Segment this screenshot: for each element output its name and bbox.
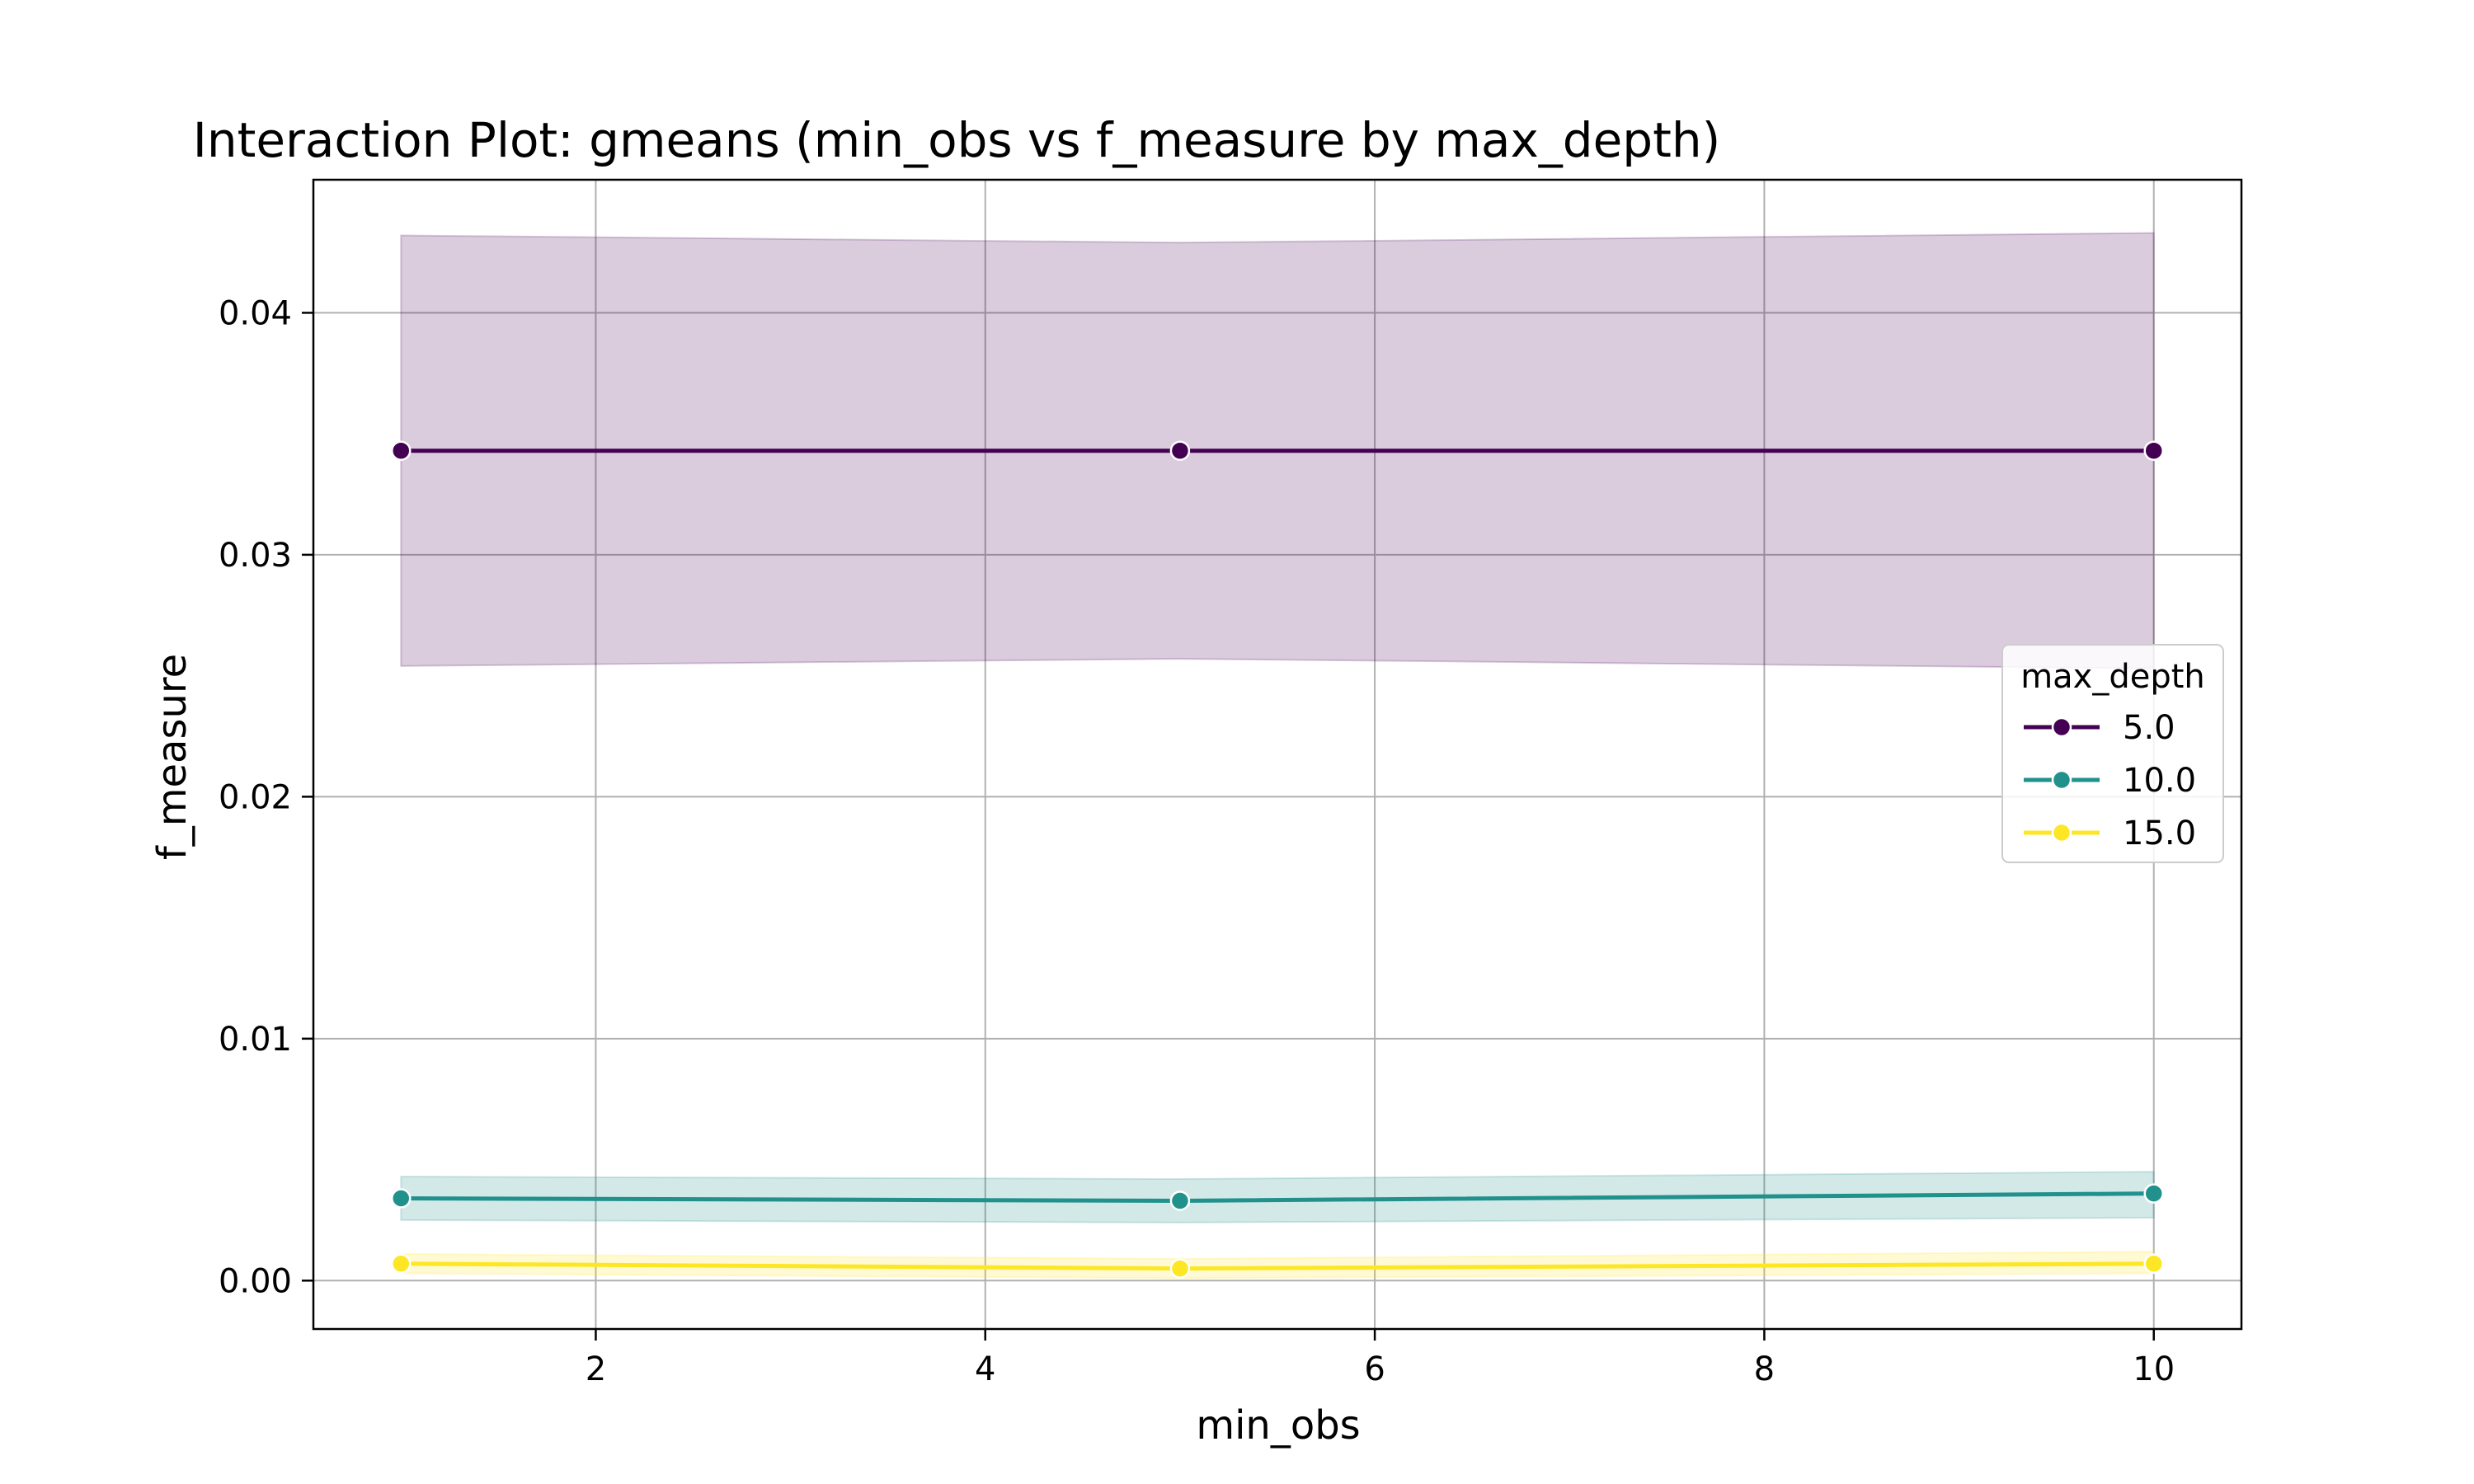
data-point (391, 1253, 412, 1275)
data-point (2143, 1183, 2164, 1204)
x-tick-label: 4 (975, 1350, 995, 1388)
x-axis-title: min_obs (1196, 1402, 1360, 1449)
y-tick-label: 0.03 (219, 537, 292, 575)
chart-title: Interaction Plot: gmeans (min_obs vs f_m… (193, 112, 1721, 168)
legend-marker (2051, 769, 2072, 791)
plot-frame (312, 178, 2243, 1331)
legend-marker (2051, 822, 2072, 843)
data-point (2143, 1253, 2164, 1275)
legend-entry-label: 15.0 (2123, 815, 2196, 852)
legend-entry-label: 10.0 (2123, 762, 2196, 800)
legend-title: max_depth (2020, 658, 2205, 696)
y-axis-title: f_measure (149, 654, 195, 860)
data-point (1169, 440, 1191, 461)
y-tick-label: 0.00 (219, 1262, 292, 1300)
x-tick-label: 2 (586, 1350, 606, 1388)
data-point (391, 440, 412, 461)
y-tick-label: 0.01 (219, 1021, 292, 1059)
legend-entry-label: 5.0 (2123, 709, 2175, 747)
ci-band (400, 1171, 2155, 1223)
x-tick-label: 8 (1754, 1350, 1775, 1388)
x-tick-label: 10 (2133, 1350, 2175, 1388)
data-point (1169, 1258, 1191, 1279)
data-point (1169, 1190, 1191, 1211)
legend-marker (2051, 716, 2072, 738)
legend-box (2001, 644, 2224, 863)
data-point (2143, 440, 2164, 461)
y-tick-label: 0.04 (219, 294, 292, 332)
y-tick-label: 0.02 (219, 778, 292, 816)
data-point (391, 1188, 412, 1209)
x-tick-label: 6 (1364, 1350, 1385, 1388)
